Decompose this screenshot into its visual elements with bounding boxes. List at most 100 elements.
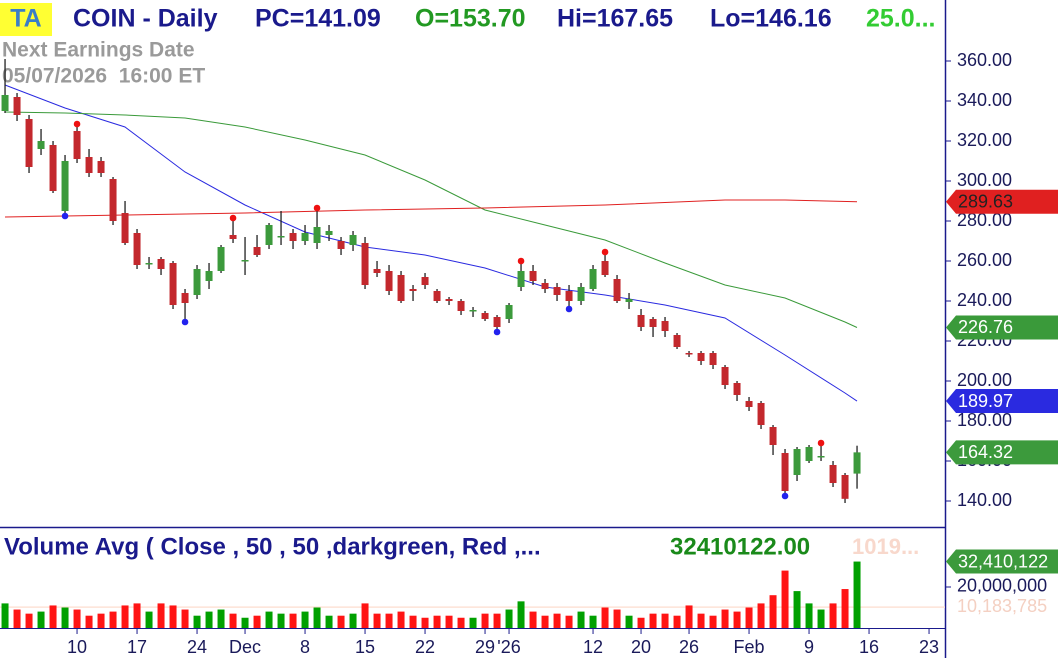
y-tick-label: 180.00	[957, 410, 1012, 430]
volume-bar	[733, 611, 741, 628]
volume-bar	[745, 607, 753, 628]
volume-bar	[1, 603, 9, 628]
volume-bar	[577, 611, 585, 628]
candle-body	[397, 275, 405, 301]
volume-bar	[829, 603, 837, 628]
volume-bar	[181, 609, 189, 628]
volume-bar	[97, 613, 105, 628]
candle-body	[409, 289, 417, 291]
volume-bar	[13, 609, 21, 628]
volume-bar	[661, 613, 669, 628]
volume-bar	[853, 561, 861, 628]
volume-bar	[637, 617, 645, 628]
volume-bar	[121, 605, 129, 628]
candle-body	[217, 247, 225, 271]
candle-body	[85, 157, 93, 173]
volume-bar	[169, 605, 177, 628]
candle-body	[193, 269, 201, 295]
y-tick-label: 240.00	[957, 290, 1012, 310]
candle-body	[145, 263, 153, 265]
candle-body	[241, 260, 249, 262]
swing-high	[229, 214, 237, 222]
volume-bar	[241, 617, 249, 628]
candle-body	[541, 283, 549, 289]
last-close-badge: 164.32	[958, 442, 1013, 462]
candle-body	[265, 225, 273, 245]
candle-body	[325, 231, 333, 235]
x-tick-label: 17	[127, 637, 147, 657]
volume-bar	[301, 611, 309, 628]
last-close-badge-bg	[946, 440, 1058, 465]
volume-bar	[313, 607, 321, 628]
candle-body	[673, 335, 681, 347]
volume-bar	[337, 615, 345, 628]
y-tick-label: 340.00	[957, 90, 1012, 110]
volume-bar	[757, 603, 765, 628]
candle-body	[481, 313, 489, 319]
swing-low	[781, 492, 789, 500]
volume-bar	[25, 613, 33, 628]
y-tick-label: 280.00	[957, 210, 1012, 230]
swing-high	[313, 204, 321, 212]
candle-body	[553, 287, 561, 295]
moving-average	[4, 111, 858, 328]
candle-body	[433, 291, 441, 301]
swing-low	[565, 305, 573, 313]
candle-body	[565, 291, 573, 301]
x-tick-label: Feb	[734, 637, 765, 657]
volume-title: Volume Avg ( Close , 50 , 50 ,darkgreen,…	[4, 533, 541, 560]
volume-badge-bg	[946, 549, 1058, 574]
candle-body	[721, 367, 729, 385]
volume-bar	[817, 609, 825, 628]
x-tick-label: 10	[67, 637, 87, 657]
volume-bar	[289, 613, 297, 628]
candle-body	[25, 119, 33, 167]
prev-close: PC=141.09	[255, 5, 381, 33]
volume-bar	[61, 607, 69, 628]
candle-body	[817, 456, 825, 458]
candle-body	[253, 247, 261, 255]
candle-body	[49, 145, 57, 191]
candle-body	[505, 305, 513, 319]
candle-body	[769, 427, 777, 445]
candle-body	[205, 271, 213, 281]
volume-bar	[205, 611, 213, 628]
y-tick-label: 200.00	[957, 370, 1012, 390]
candle-body	[421, 277, 429, 285]
open: O=153.70	[415, 5, 526, 33]
volume-bar	[385, 613, 393, 628]
symbol: COIN - Daily	[73, 5, 218, 33]
volume-bar	[253, 615, 261, 628]
y-tick-label: 320.00	[957, 130, 1012, 150]
volume-bar	[217, 609, 225, 628]
volume-bar	[805, 603, 813, 628]
line-value-badge-bg	[946, 389, 1058, 414]
swing-low	[181, 318, 189, 326]
volume-bar	[541, 615, 549, 628]
x-tick-label: Dec	[229, 637, 261, 657]
candle-body	[13, 97, 21, 115]
volume-bar	[397, 611, 405, 628]
volume-bar	[493, 613, 501, 628]
candle-body	[781, 453, 789, 491]
volume-bar	[625, 615, 633, 628]
line-value-badge: 189.97	[958, 391, 1013, 411]
volume-bar	[709, 615, 717, 628]
volume-bar	[133, 603, 141, 628]
line-value-badge: 289.63	[958, 191, 1013, 211]
candle-body	[385, 271, 393, 291]
candle-body	[73, 131, 81, 159]
badge-bg	[0, 3, 52, 36]
volume-badge: 32,410,122	[958, 551, 1048, 571]
earnings-label: Next Earnings Date	[2, 39, 195, 62]
x-tick-label: 24	[187, 637, 207, 657]
volume-bar	[793, 591, 801, 628]
candle-body	[517, 271, 525, 287]
candle-body	[805, 447, 813, 461]
candle-body	[61, 161, 69, 211]
volume-bar	[553, 613, 561, 628]
candle-body	[589, 269, 597, 289]
volume-bar	[589, 615, 597, 628]
x-tick-label: 16	[859, 637, 879, 657]
candle-body	[757, 403, 765, 425]
